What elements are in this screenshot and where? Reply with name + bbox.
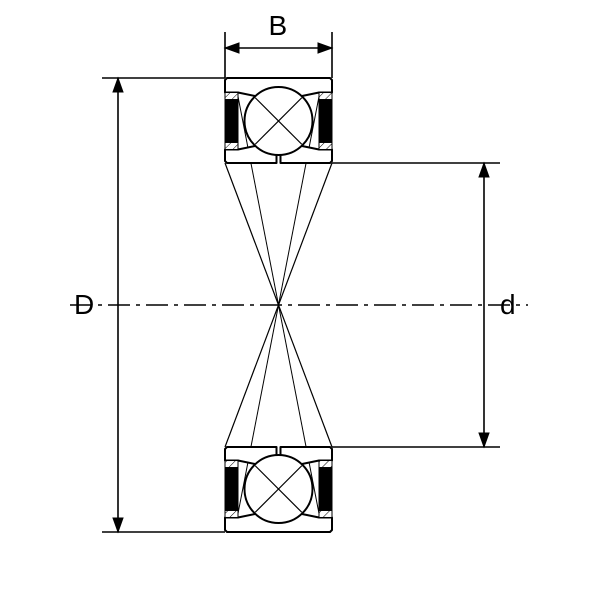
- label-inner-diameter: d: [500, 289, 516, 321]
- label-outer-diameter: D: [74, 289, 94, 321]
- label-width: B: [269, 10, 288, 42]
- bearing-diagram: D d B: [0, 0, 600, 600]
